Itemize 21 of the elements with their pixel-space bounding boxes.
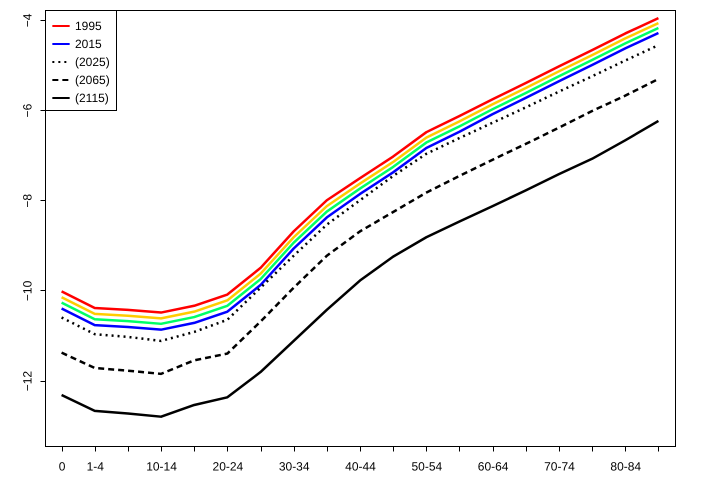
x-tick-label: 0 [58, 460, 66, 474]
x-tick-label: 80-84 [610, 460, 642, 474]
legend-label: 1995 [75, 19, 102, 33]
y-tick-label: −4 [20, 13, 34, 28]
x-tick-label: 1-4 [86, 460, 104, 474]
x-tick-label: 70-74 [544, 460, 576, 474]
x-tick-label: 60-64 [478, 460, 509, 474]
y-tick-label: −12 [20, 370, 34, 392]
legend-label: (2065) [75, 73, 110, 87]
x-tick-label: 30-34 [278, 460, 310, 474]
x-tick-label: 10-14 [146, 460, 178, 474]
legend-label: (2115) [75, 91, 109, 105]
y-tick-label: −6 [20, 103, 34, 118]
y-tick-label: −8 [20, 194, 34, 208]
y-tick-label: −10 [20, 280, 34, 302]
x-tick-label: 20-24 [212, 460, 244, 474]
legend-label: (2025) [75, 55, 110, 69]
x-tick-label: 40-44 [345, 460, 376, 474]
legend-label: 2015 [75, 37, 102, 51]
x-tick-label: 50-54 [411, 460, 442, 474]
line-series [60, 120, 660, 418]
